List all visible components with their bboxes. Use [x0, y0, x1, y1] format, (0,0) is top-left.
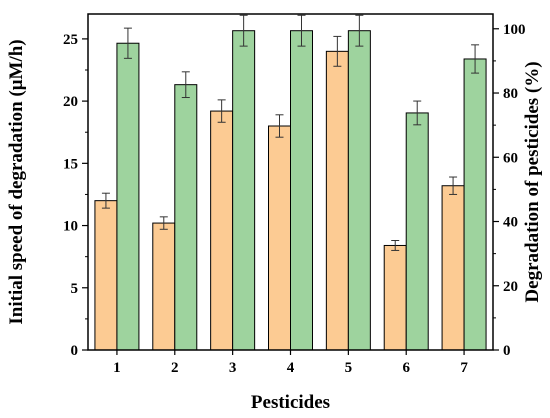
bar-left-5	[325, 50, 349, 351]
ticks-layer: 1 2 3 4 5 6 7 0 5 10 15 20 25 0 20 40 60 80 100	[63, 22, 526, 376]
y-left-tick-label-20: 20	[63, 94, 78, 110]
bar-right-6	[405, 112, 429, 351]
y-left-tick-label-0: 0	[71, 343, 79, 359]
bar-right-7	[463, 58, 487, 351]
y-right-tick-label-20: 20	[503, 279, 518, 295]
bar-left-3	[210, 110, 234, 351]
x-tick-label-6: 6	[402, 360, 410, 376]
bar-left-6	[383, 244, 407, 351]
bar-right-1	[116, 42, 140, 351]
y-left-tick-label-10: 10	[63, 219, 78, 235]
bars-layer	[94, 30, 487, 351]
bar-right-2	[174, 84, 198, 351]
bar-right-5	[347, 30, 371, 351]
x-tick-label-7: 7	[460, 360, 468, 376]
x-tick-label-3: 3	[229, 360, 237, 376]
y-axis-title-left: Initial speed of degradation (μM/h)	[6, 39, 27, 324]
bar-left-1	[94, 200, 118, 351]
y-right-tick-label-100: 100	[503, 22, 526, 38]
x-tick-label-2: 2	[171, 360, 179, 376]
x-tick-label-5: 5	[345, 360, 353, 376]
y-left-tick-label-15: 15	[63, 156, 78, 172]
x-tick-label-1: 1	[113, 360, 121, 376]
error-bars-layer	[101, 14, 480, 251]
y-right-tick-label-80: 80	[503, 86, 518, 102]
bar-left-2	[152, 222, 176, 351]
bar-left-4	[268, 125, 291, 351]
x-tick-label-4: 4	[287, 360, 295, 376]
x-axis-title: Pesticides	[251, 392, 330, 413]
y-axis-title-right: Degradation of pesticides (%)	[522, 61, 543, 302]
y-left-tick-label-25: 25	[63, 32, 78, 48]
bar-right-3	[232, 30, 256, 351]
y-right-tick-label-60: 60	[503, 150, 518, 166]
bar-right-4	[290, 30, 313, 351]
y-right-tick-label-0: 0	[503, 343, 511, 359]
bar-left-7	[441, 185, 465, 351]
y-right-tick-label-40: 40	[503, 215, 518, 231]
y-left-tick-label-5: 5	[71, 281, 79, 297]
